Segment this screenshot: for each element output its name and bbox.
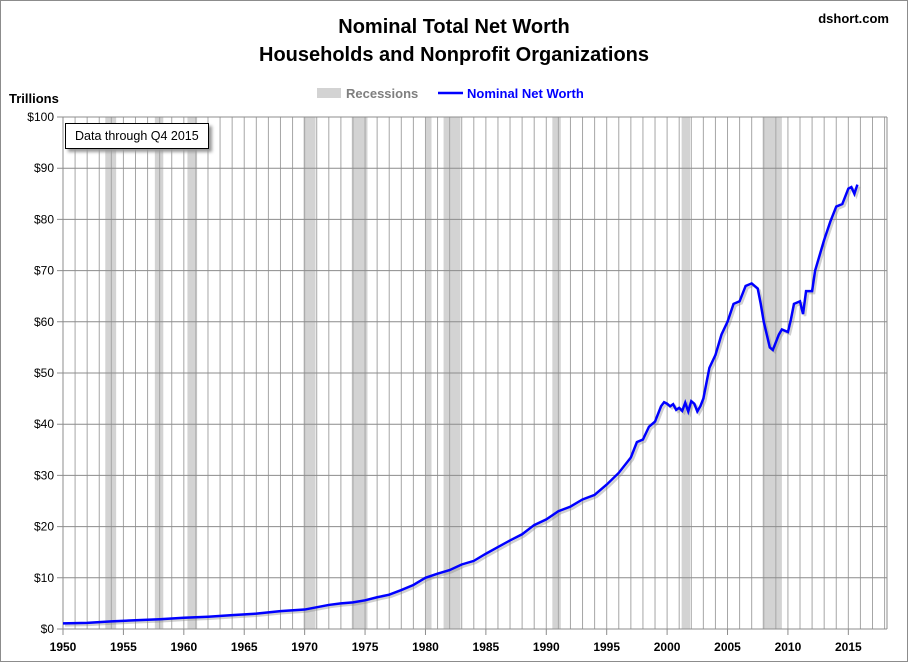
y-tick-label: $100 — [27, 110, 54, 124]
legend-net-worth-label: Nominal Net Worth — [467, 86, 584, 101]
y-tick-label: $60 — [34, 315, 54, 329]
legend-recessions-label: Recessions — [346, 86, 418, 101]
y-tick-label: $70 — [34, 264, 54, 278]
x-tick-label: 1975 — [352, 640, 379, 654]
x-tick-label: 2000 — [654, 640, 681, 654]
y-tick-label: $80 — [34, 212, 54, 226]
y-axis-label: Trillions — [9, 91, 59, 106]
data-note: Data through Q4 2015 — [65, 123, 209, 149]
x-tick-label: 1950 — [50, 640, 77, 654]
y-tick-label: $30 — [34, 468, 54, 482]
source-label: dshort.com — [818, 11, 889, 26]
x-tick-label: 1985 — [473, 640, 500, 654]
x-tick-label: 1955 — [110, 640, 137, 654]
y-tick-label: $10 — [34, 571, 54, 585]
y-tick-label: $40 — [34, 417, 54, 431]
y-tick-label: $90 — [34, 161, 54, 175]
x-tick-label: 2015 — [835, 640, 862, 654]
x-tick-label: 2010 — [775, 640, 802, 654]
x-tick-label: 1960 — [170, 640, 197, 654]
x-tick-label: 1970 — [291, 640, 318, 654]
chart-title: Nominal Total Net Worth Households and No… — [259, 16, 649, 66]
x-tick-label: 1990 — [533, 640, 560, 654]
legend-recessions-swatch — [317, 88, 341, 98]
x-tick-label: 2005 — [714, 640, 741, 654]
x-tick-label: 1980 — [412, 640, 439, 654]
y-tick-label: $0 — [41, 622, 55, 636]
y-tick-label: $20 — [34, 520, 54, 534]
x-tick-label: 1965 — [231, 640, 258, 654]
y-tick-label: $50 — [34, 366, 54, 380]
x-tick-label: 1995 — [593, 640, 620, 654]
series-line-nominal-net-worth — [62, 184, 859, 625]
